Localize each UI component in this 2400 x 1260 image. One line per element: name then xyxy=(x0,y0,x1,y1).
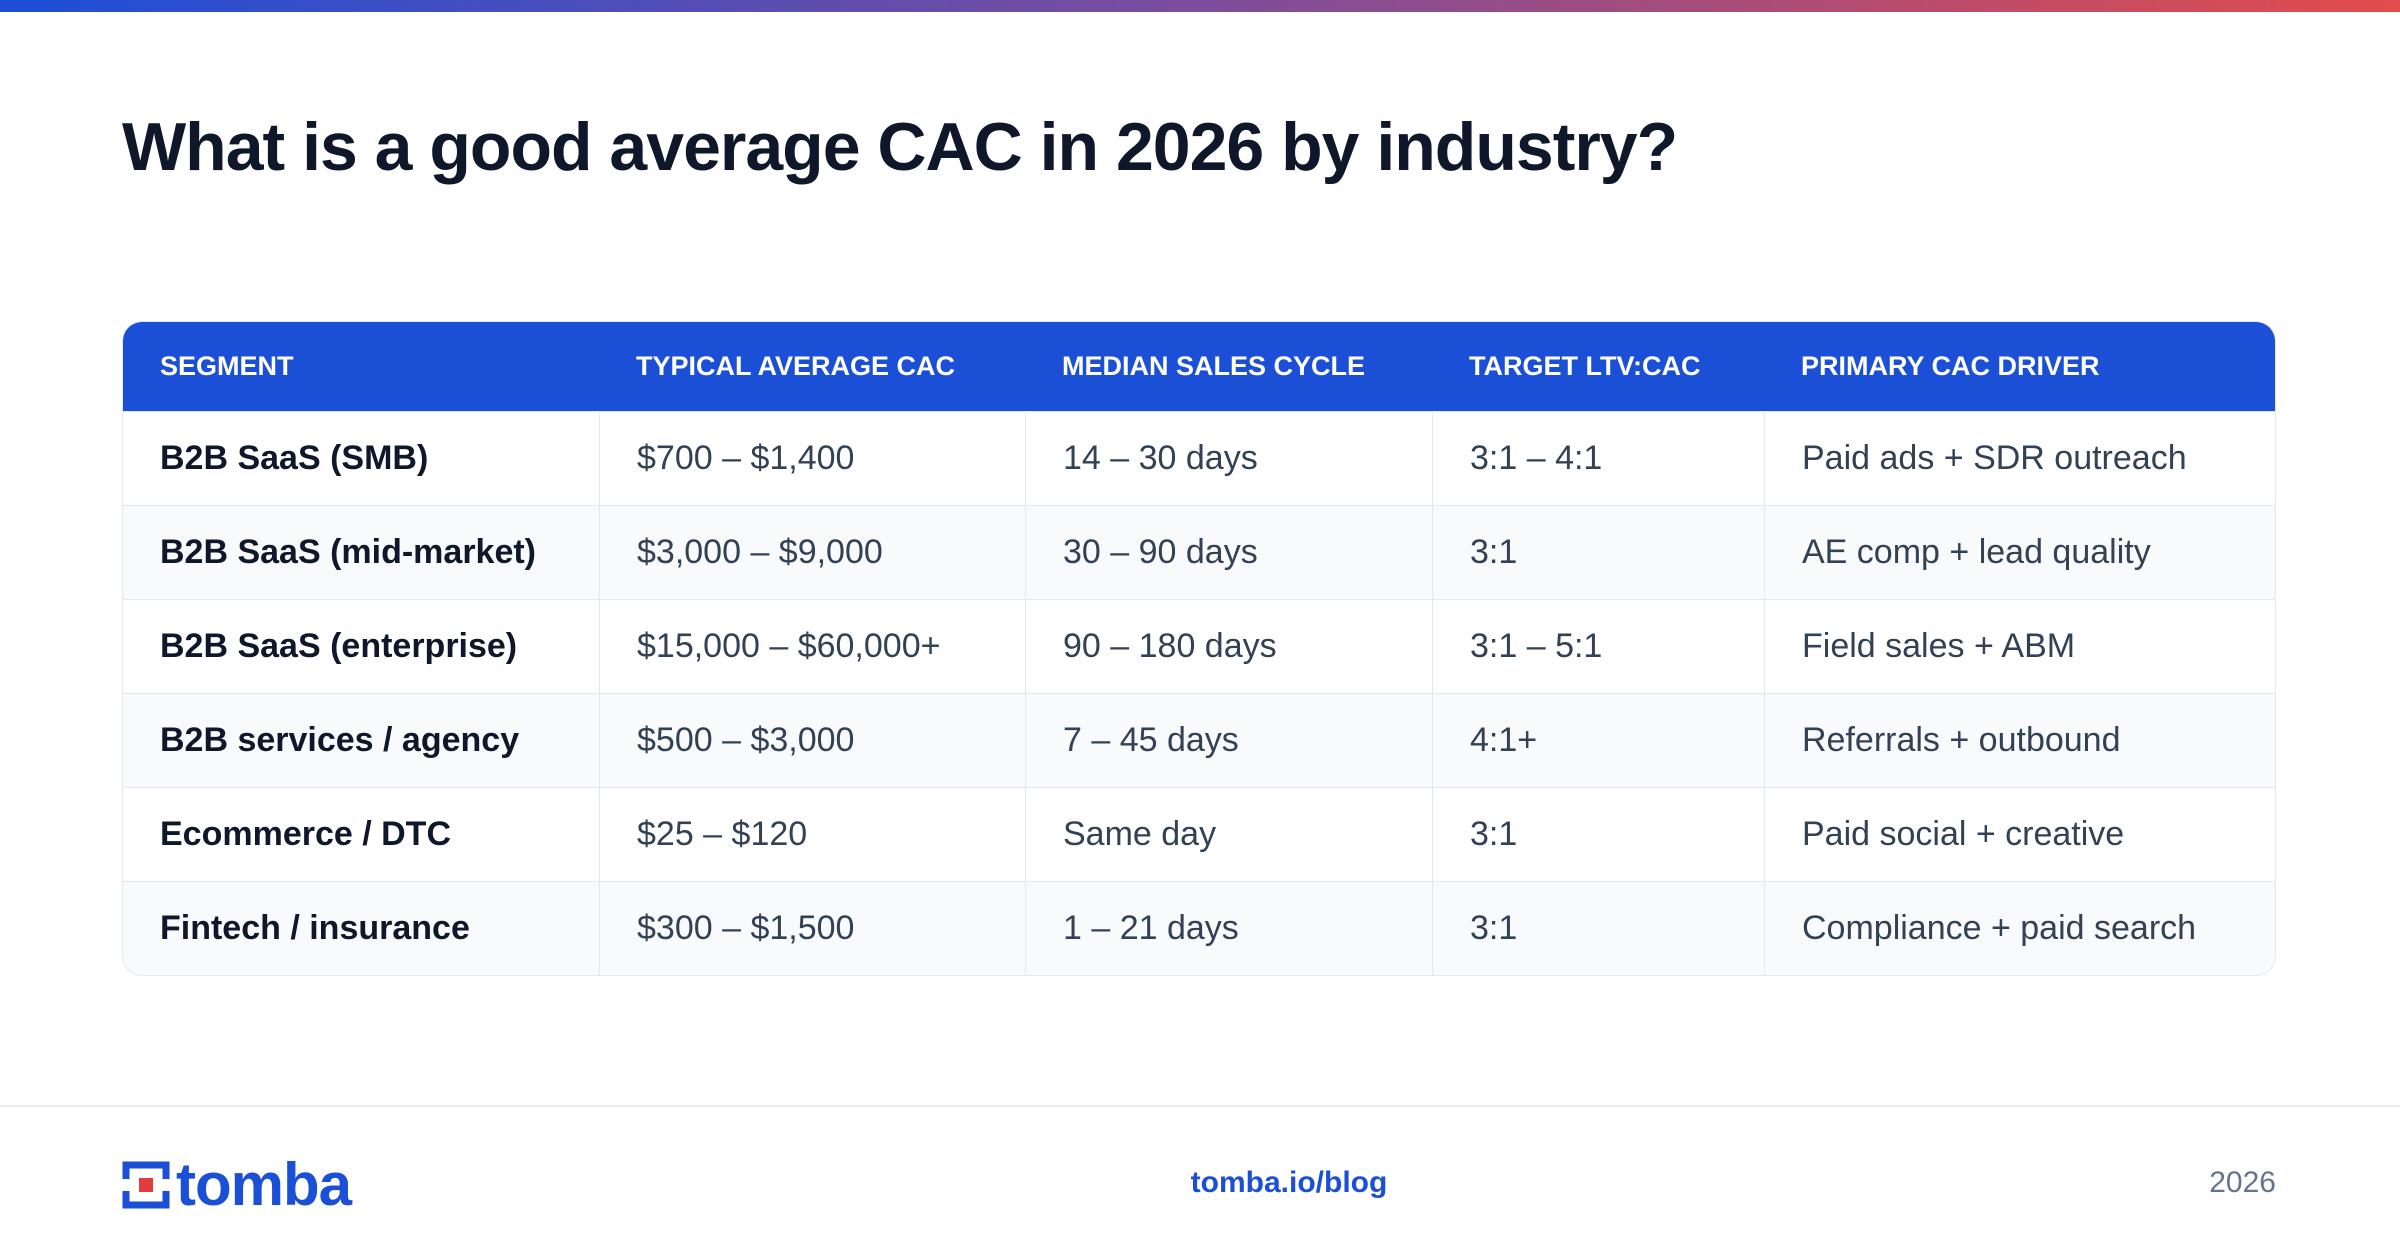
brand-name: tomba xyxy=(176,1151,352,1218)
table-cell: $500 – $3,000 xyxy=(599,693,1025,787)
table-cell: $300 – $1,500 xyxy=(599,881,1025,975)
table-cell: 3:1 xyxy=(1432,787,1764,881)
table-cell: $15,000 – $60,000+ xyxy=(599,599,1025,693)
column-header: TYPICAL AVERAGE CAC xyxy=(599,322,1025,411)
table-cell: B2B services / agency xyxy=(123,693,599,787)
table-cell: 4:1+ xyxy=(1432,693,1764,787)
column-header: TARGET LTV:CAC xyxy=(1432,322,1764,411)
table-cell: B2B SaaS (SMB) xyxy=(123,411,599,505)
table-cell: Paid social + creative xyxy=(1764,787,2275,881)
table-cell: Ecommerce / DTC xyxy=(123,787,599,881)
logo[interactable]: tomba xyxy=(122,1151,352,1218)
table-cell: 7 – 45 days xyxy=(1025,693,1432,787)
table-cell: 3:1 xyxy=(1432,505,1764,599)
table-cell: Compliance + paid search xyxy=(1764,881,2275,975)
column-header: MEDIAN SALES CYCLE xyxy=(1025,322,1432,411)
table-cell: 3:1 – 5:1 xyxy=(1432,599,1764,693)
column-header: SEGMENT xyxy=(123,322,599,411)
table-cell: Paid ads + SDR outreach xyxy=(1764,411,2275,505)
page-title: What is a good average CAC in 2026 by in… xyxy=(122,109,1678,185)
blog-link[interactable]: tomba.io/blog xyxy=(1190,1166,1388,1199)
table-cell: 90 – 180 days xyxy=(1025,599,1432,693)
table-cell: Referrals + outbound xyxy=(1764,693,2275,787)
cac-table: SEGMENT TYPICAL AVERAGE CAC MEDIAN SALES C… xyxy=(122,321,2276,976)
table-cell: 30 – 90 days xyxy=(1025,505,1432,599)
table-cell: 3:1 – 4:1 xyxy=(1432,411,1764,505)
top-gradient-bar xyxy=(0,0,2400,12)
table-cell: 14 – 30 days xyxy=(1025,411,1432,505)
table-cell: B2B SaaS (mid-market) xyxy=(123,505,599,599)
table-cell: $3,000 – $9,000 xyxy=(599,505,1025,599)
table-cell: B2B SaaS (enterprise) xyxy=(123,599,599,693)
table-cell: Field sales + ABM xyxy=(1764,599,2275,693)
footer-year: 2026 xyxy=(2209,1166,2276,1199)
table-cell: $700 – $1,400 xyxy=(599,411,1025,505)
table-cell: Fintech / insurance xyxy=(123,881,599,975)
column-header: PRIMARY CAC DRIVER xyxy=(1764,322,2275,411)
footer-divider xyxy=(0,1105,2400,1107)
logo-icon xyxy=(122,1161,170,1209)
table-cell: AE comp + lead quality xyxy=(1764,505,2275,599)
table-cell: Same day xyxy=(1025,787,1432,881)
table-cell: $25 – $120 xyxy=(599,787,1025,881)
table-cell: 3:1 xyxy=(1432,881,1764,975)
table-cell: 1 – 21 days xyxy=(1025,881,1432,975)
